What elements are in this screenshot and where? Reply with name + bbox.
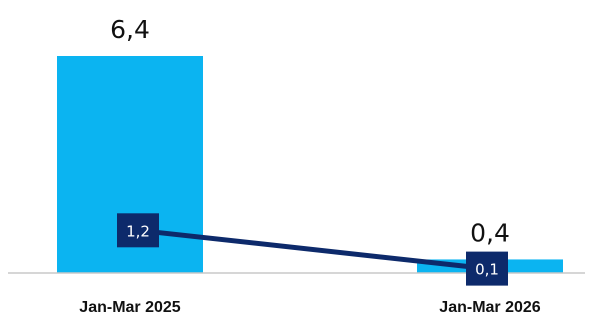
category-label-2: Jan-Mar 2026: [439, 299, 540, 316]
line-value-label-1: 1,2: [126, 222, 150, 240]
line-value-label-2: 0,1: [475, 261, 499, 279]
bar-value-label-1: 6,4: [110, 15, 150, 44]
line-series-path: [135, 227, 490, 272]
labels-layer: 6,4 Jan-Mar 2025 0,4 Jan-Mar 2026: [79, 15, 540, 316]
line-series-layer: 1,2 0,1: [117, 213, 508, 286]
line-marker-2: [466, 251, 508, 286]
category-label-1: Jan-Mar 2025: [79, 299, 180, 316]
line-marker-1: [117, 213, 159, 248]
bar-value-label-2: 0,4: [470, 218, 510, 247]
